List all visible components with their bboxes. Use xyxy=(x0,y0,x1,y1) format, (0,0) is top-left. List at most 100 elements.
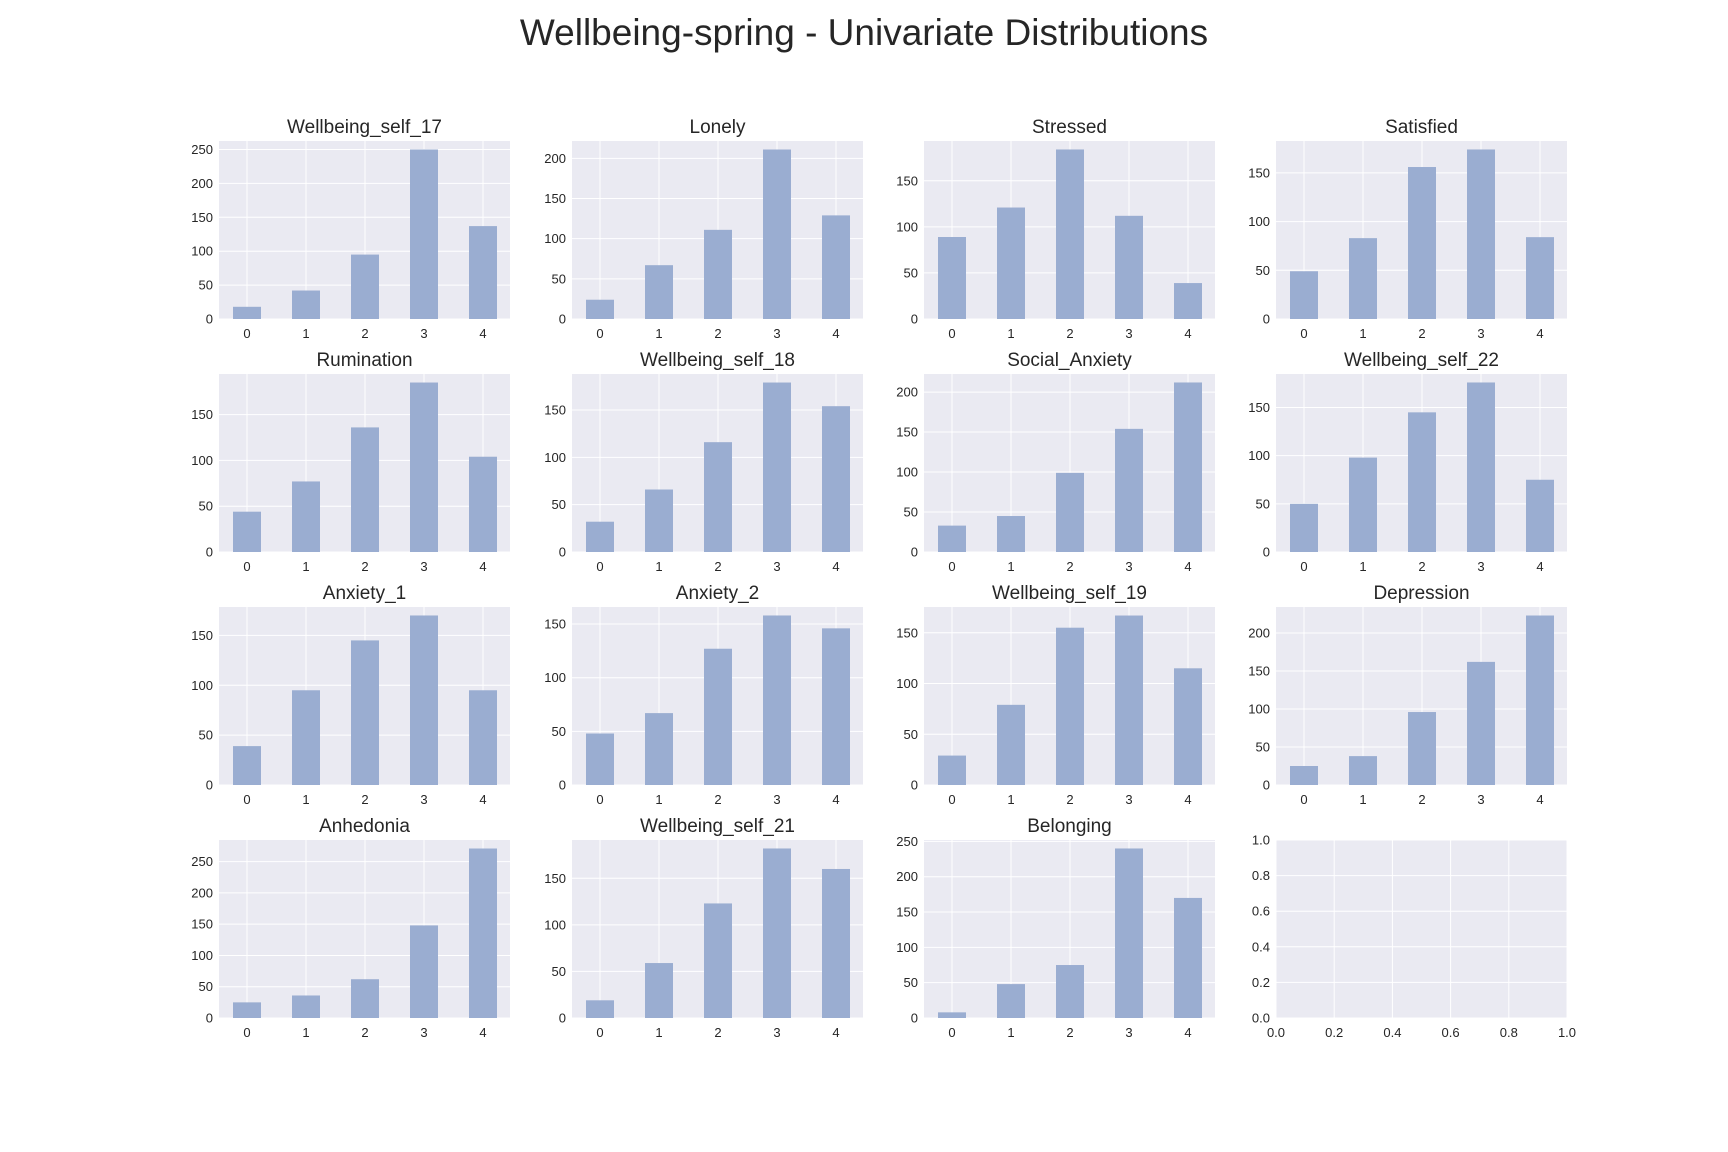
x-tick-label: 3 xyxy=(420,326,427,341)
y-tick-label: 100 xyxy=(896,676,918,691)
y-tick-label: 0 xyxy=(559,312,566,327)
subplot-title: Anhedonia xyxy=(319,816,410,837)
x-tick-label: 4 xyxy=(832,1025,839,1040)
y-tick-label: 50 xyxy=(199,499,213,514)
x-tick-label: 2 xyxy=(1418,326,1425,341)
bar-4 xyxy=(822,868,850,1018)
subplot-anxiety-2: 0 50 100 150 0 1 2 3 4 Anxiety_2 xyxy=(544,583,863,807)
x-tick-label: 1 xyxy=(1007,326,1014,341)
bar-0 xyxy=(938,525,966,552)
x-tick-label: 2 xyxy=(361,1025,368,1040)
x-tick-label: 0.8 xyxy=(1500,1025,1518,1040)
subplot-title: Satisfied xyxy=(1385,117,1458,138)
subplot-title: Stressed xyxy=(1032,117,1107,138)
y-tick-label: 200 xyxy=(1248,625,1270,640)
y-tick-label: 0 xyxy=(911,778,918,793)
y-tick-label: 0 xyxy=(559,778,566,793)
y-tick-label: 150 xyxy=(1248,165,1270,180)
bar-4 xyxy=(469,848,497,1018)
bar-1 xyxy=(645,713,673,785)
y-tick-label: 150 xyxy=(191,210,213,225)
bar-1 xyxy=(645,963,673,1018)
subplot-satisfied: 0 50 100 150 0 1 2 3 4 Satisfied xyxy=(1248,117,1567,341)
x-tick-label: 3 xyxy=(420,792,427,807)
y-tick-label: 150 xyxy=(896,905,918,920)
subplot-belonging: 0 50 100 150 200 250 0 1 2 3 4 Belonging xyxy=(896,816,1215,1040)
x-tick-label: 1 xyxy=(302,792,309,807)
bar-0 xyxy=(233,1002,261,1018)
x-tick-label: 3 xyxy=(1125,326,1132,341)
bar-2 xyxy=(704,229,732,319)
y-tick-label: 0 xyxy=(1263,312,1270,327)
y-tick-label: 0 xyxy=(911,545,918,560)
bar-0 xyxy=(938,237,966,319)
y-tick-label: 50 xyxy=(552,724,566,739)
x-tick-label: 0.4 xyxy=(1383,1025,1401,1040)
bar-3 xyxy=(763,615,791,785)
bar-1 xyxy=(997,516,1025,552)
y-tick-label: 0 xyxy=(206,778,213,793)
y-tick-label: 150 xyxy=(896,173,918,188)
bar-3 xyxy=(410,382,438,552)
subplot-wellbeing-self-19: 0 50 100 150 0 1 2 3 4 Wellbeing_self_19 xyxy=(896,583,1215,807)
bar-1 xyxy=(645,489,673,552)
y-tick-label: 200 xyxy=(191,885,213,900)
bar-3 xyxy=(1115,615,1143,785)
y-tick-label: 150 xyxy=(544,617,566,632)
x-tick-label: 1 xyxy=(655,559,662,574)
bar-0 xyxy=(938,755,966,785)
subplot-title: Depression xyxy=(1373,583,1469,604)
subplot-empty: 0.0 0.2 0.4 0.6 0.8 1.0 0.0 0.2 0.4 0.6 0.8 1.0 xyxy=(1252,833,1576,1041)
y-tick-label: 0.0 xyxy=(1252,1011,1270,1026)
x-tick-label: 0 xyxy=(948,559,955,574)
subplot-stressed: 0 50 100 150 0 1 2 3 4 Stressed xyxy=(896,117,1215,341)
bar-2 xyxy=(351,254,379,319)
bar-3 xyxy=(1115,848,1143,1018)
y-tick-label: 250 xyxy=(191,854,213,869)
bar-2 xyxy=(1056,965,1084,1018)
x-tick-label: 0 xyxy=(596,792,603,807)
y-tick-label: 50 xyxy=(1256,496,1270,511)
y-tick-label: 200 xyxy=(191,176,213,191)
x-tick-label: 0 xyxy=(596,326,603,341)
subplot-title: Anxiety_2 xyxy=(676,583,759,604)
x-tick-label: 1 xyxy=(655,1025,662,1040)
subplot-wellbeing-self-22: 0 50 100 150 0 1 2 3 4 Wellbeing_self_22 xyxy=(1248,350,1567,574)
x-tick-label: 1 xyxy=(302,326,309,341)
bar-0 xyxy=(586,521,614,552)
y-tick-label: 150 xyxy=(1248,400,1270,415)
bar-0 xyxy=(586,1000,614,1018)
subplot-title: Wellbeing_self_22 xyxy=(1344,350,1499,371)
x-tick-label: 4 xyxy=(479,1025,486,1040)
y-tick-label: 50 xyxy=(1256,263,1270,278)
x-tick-label: 2 xyxy=(1066,1025,1073,1040)
x-tick-label: 1 xyxy=(1007,559,1014,574)
y-tick-label: 150 xyxy=(896,625,918,640)
y-tick-label: 0 xyxy=(1263,545,1270,560)
bar-2 xyxy=(1056,627,1084,785)
x-tick-label: 0.2 xyxy=(1325,1025,1343,1040)
x-tick-label: 3 xyxy=(1125,559,1132,574)
y-tick-label: 150 xyxy=(191,917,213,932)
bar-4 xyxy=(1174,668,1202,785)
x-tick-label: 0 xyxy=(1300,792,1307,807)
x-tick-label: 4 xyxy=(1536,792,1543,807)
x-tick-label: 4 xyxy=(1536,326,1543,341)
y-tick-label: 150 xyxy=(191,628,213,643)
y-tick-label: 200 xyxy=(896,385,918,400)
x-tick-label: 4 xyxy=(1184,1025,1191,1040)
x-tick-label: 2 xyxy=(1066,326,1073,341)
y-tick-label: 150 xyxy=(1248,663,1270,678)
x-tick-label: 0 xyxy=(948,326,955,341)
bar-0 xyxy=(586,299,614,319)
x-tick-label: 2 xyxy=(1418,559,1425,574)
y-tick-label: 0 xyxy=(206,1011,213,1026)
subplot-anxiety-1: 0 50 100 150 0 1 2 3 4 Anxiety_1 xyxy=(191,583,510,807)
subplot-social-anxiety: 0 50 100 150 200 0 1 2 3 4 Social_Anxiety xyxy=(896,350,1215,574)
subplot-title: Belonging xyxy=(1027,816,1112,837)
x-tick-label: 0 xyxy=(596,559,603,574)
x-tick-label: 1 xyxy=(655,792,662,807)
x-tick-label: 1 xyxy=(655,326,662,341)
subplot-title: Social_Anxiety xyxy=(1007,350,1132,371)
